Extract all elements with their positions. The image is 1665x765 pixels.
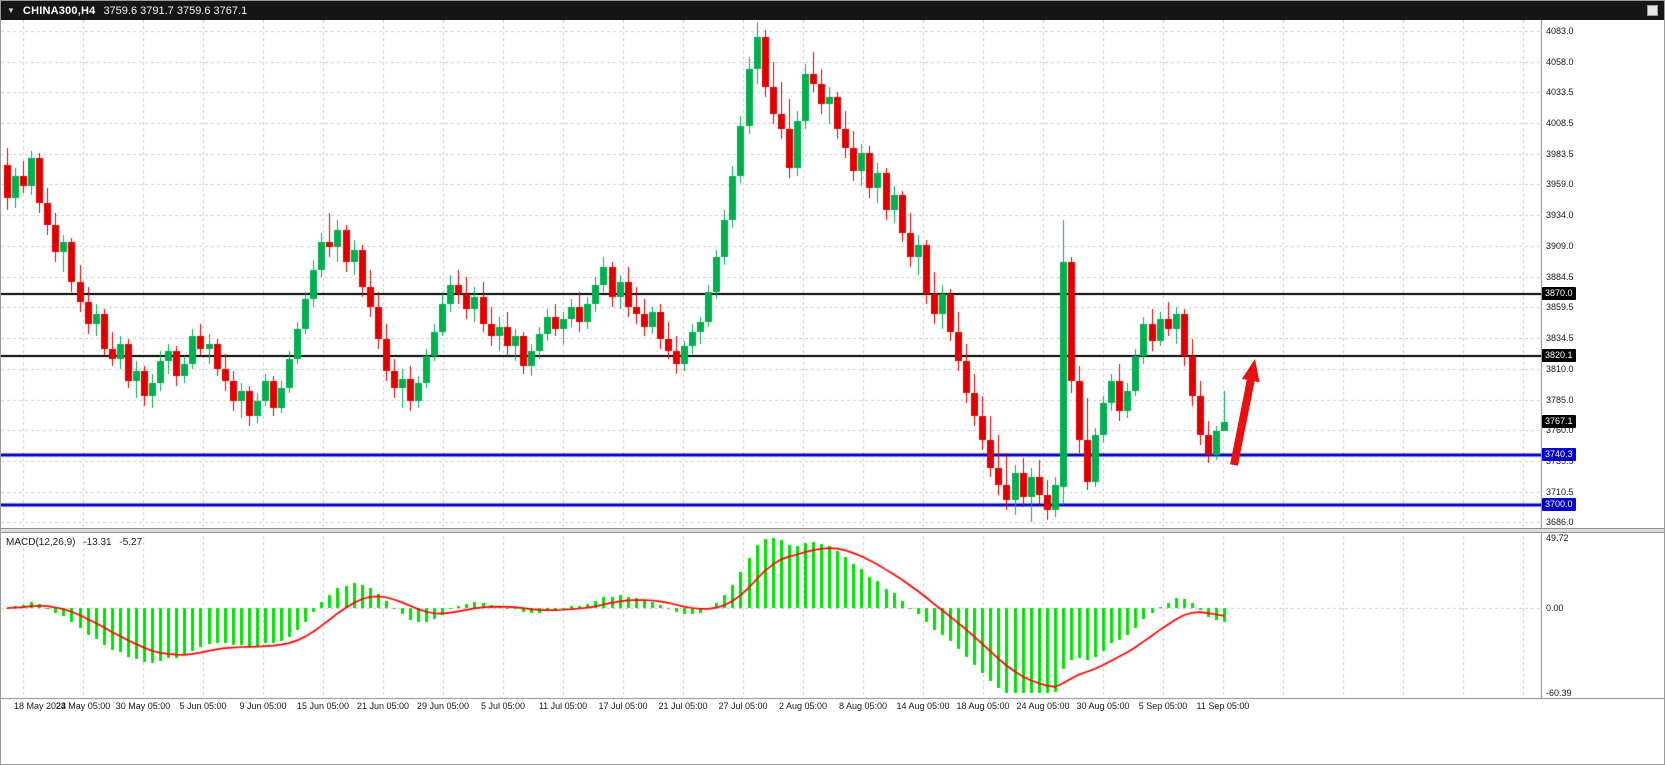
macd-axis-label: 0.00 bbox=[1546, 603, 1564, 613]
price-axis-label: 3859.5 bbox=[1546, 302, 1574, 312]
chart-title-bar: ▼ CHINA300,H4 3759.6 3791.7 3759.6 3767.… bbox=[1, 1, 1664, 20]
price-level-tag: 3820.1 bbox=[1542, 349, 1576, 362]
macd-main-value: -13.31 bbox=[83, 537, 112, 548]
chart-ohlc-values: 3759.6 3791.7 3759.6 3767.1 bbox=[103, 4, 248, 17]
current-price-tag: 3767.1 bbox=[1542, 415, 1576, 428]
price-axis-label: 3810.0 bbox=[1546, 364, 1574, 374]
macd-signal-value: -5.27 bbox=[119, 537, 143, 548]
time-axis-label: 29 Jun 05:00 bbox=[416, 701, 470, 711]
price-level-tag: 3870.0 bbox=[1542, 287, 1576, 300]
price-axis-label: 4058.0 bbox=[1546, 57, 1574, 67]
time-axis-label: 30 May 05:00 bbox=[115, 701, 171, 711]
time-axis-label: 15 Jun 05:00 bbox=[296, 701, 350, 711]
trend-arrow-up-icon[interactable] bbox=[1219, 353, 1269, 473]
time-axis-label: 24 Aug 05:00 bbox=[1016, 701, 1070, 711]
panel-splitter[interactable] bbox=[1, 528, 1664, 533]
chart-area: 4083.0 4058.0 4033.5 4008.5 3983.5 3959.0 3934… bbox=[1, 20, 1664, 764]
price-macd-canvas[interactable] bbox=[1, 20, 1664, 764]
time-axis-label: 5 Sep 05:00 bbox=[1138, 701, 1188, 711]
price-axis-label: 3785.0 bbox=[1546, 395, 1574, 405]
macd-axis-label: 49.72 bbox=[1546, 533, 1569, 543]
time-axis-label: 21 Jul 05:00 bbox=[658, 701, 708, 711]
time-axis-label: 9 Jun 05:00 bbox=[239, 701, 287, 711]
price-axis-label: 3934.0 bbox=[1546, 210, 1574, 220]
time-axis-label: 11 Jul 05:00 bbox=[538, 701, 588, 711]
time-axis-label: 21 Jun 05:00 bbox=[356, 701, 410, 711]
time-axis-label: 18 Aug 05:00 bbox=[956, 701, 1010, 711]
time-axis-label: 8 Aug 05:00 bbox=[838, 701, 888, 711]
window-controls-icon[interactable] bbox=[1647, 5, 1658, 16]
price-level-tag: 3700.0 bbox=[1542, 498, 1576, 511]
time-axis-label: 5 Jul 05:00 bbox=[480, 701, 526, 711]
time-axis-label: 14 Aug 05:00 bbox=[896, 701, 950, 711]
price-axis-label: 4033.5 bbox=[1546, 87, 1574, 97]
price-axis-label: 3760.0 bbox=[1546, 425, 1574, 435]
time-axis-label: 17 Jul 05:00 bbox=[598, 701, 648, 711]
time-axis-label: 24 May 05:00 bbox=[55, 701, 111, 711]
price-axis-label: 3884.5 bbox=[1546, 272, 1574, 282]
macd-indicator-label: MACD(12,26,9) -13.31 -5.27 bbox=[6, 537, 147, 548]
price-axis-label: 3735.5 bbox=[1546, 456, 1574, 466]
macd-axis-label: -60.39 bbox=[1546, 688, 1572, 698]
chart-symbol-period: CHINA300,H4 bbox=[22, 4, 96, 17]
time-axis-label: 18 May 2023 bbox=[13, 701, 67, 711]
chart-dropdown-icon[interactable]: ▼ bbox=[7, 6, 15, 15]
time-axis-label: 2 Aug 05:00 bbox=[778, 701, 828, 711]
time-axis-label: 27 Jul 05:00 bbox=[718, 701, 768, 711]
price-axis-label: 3834.5 bbox=[1546, 333, 1574, 343]
price-axis-label: 4008.5 bbox=[1546, 118, 1574, 128]
time-axis-label: 11 Sep 05:00 bbox=[1196, 701, 1250, 711]
price-axis-label: 3983.5 bbox=[1546, 149, 1574, 159]
price-axis-label: 3959.0 bbox=[1546, 179, 1574, 189]
time-axis-label: 5 Jun 05:00 bbox=[179, 701, 227, 711]
price-axis-label: 3909.0 bbox=[1546, 241, 1574, 251]
time-axis-label: 30 Aug 05:00 bbox=[1076, 701, 1130, 711]
price-level-tag: 3740.3 bbox=[1542, 448, 1576, 461]
price-axis-label: 3710.5 bbox=[1546, 487, 1574, 497]
macd-name: MACD(12,26,9) bbox=[6, 537, 76, 548]
price-axis-label: 3686.0 bbox=[1546, 517, 1574, 527]
price-axis-label: 4083.0 bbox=[1546, 26, 1574, 36]
